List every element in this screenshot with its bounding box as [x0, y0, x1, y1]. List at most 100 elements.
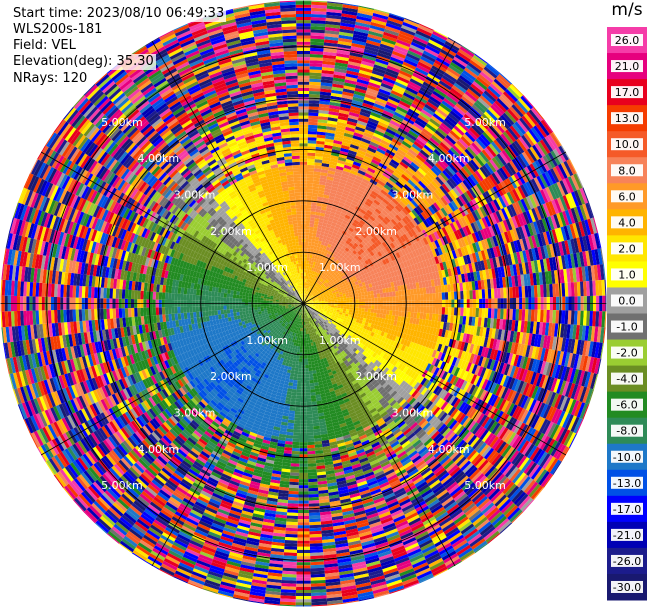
range-gate [379, 43, 394, 51]
range-gate [322, 60, 336, 66]
range-gate [330, 186, 338, 192]
range-gate [316, 230, 321, 235]
range-gate [315, 211, 321, 216]
range-gate [401, 306, 406, 312]
range-gate [309, 283, 312, 287]
range-gate [326, 236, 331, 241]
range-gate [310, 214, 316, 218]
range-gate [313, 227, 318, 231]
range-gate [329, 101, 341, 107]
range-gate [362, 135, 372, 142]
range-gate [303, 291, 305, 295]
range-gate [352, 161, 362, 167]
range-gate [305, 291, 307, 295]
range-gate [394, 81, 407, 90]
range-gate [373, 9, 390, 17]
range-gate [309, 81, 321, 86]
range-gate [392, 291, 396, 297]
range-gate [366, 87, 379, 95]
range-gate [326, 11, 342, 17]
range-gate [382, 172, 391, 180]
range-gate [311, 7, 327, 12]
range-gate [317, 193, 324, 198]
range-gate [406, 151, 416, 160]
range-gate [353, 219, 360, 225]
range-gate [371, 18, 387, 26]
range-gate [325, 182, 333, 187]
range-gate [319, 91, 332, 96]
range-gate [436, 108, 448, 118]
range-gate [367, 33, 383, 41]
range-gate [323, 42, 338, 47]
range-gate [313, 271, 317, 275]
range-gate [345, 76, 358, 82]
range-gate [310, 273, 313, 277]
range-gate [309, 270, 312, 274]
range-gate [395, 310, 399, 316]
range-gate [311, 196, 318, 200]
range-gate [318, 184, 326, 189]
range-gate [312, 180, 320, 185]
range-gate [304, 297, 306, 301]
range-gate [315, 208, 321, 213]
range-gate [335, 259, 340, 264]
range-gate [388, 161, 398, 169]
range-gate [353, 93, 365, 100]
range-gate [350, 105, 362, 112]
range-gate [309, 78, 322, 83]
range-gate [382, 109, 394, 118]
range-gate [408, 47, 423, 56]
range-gate [323, 232, 329, 237]
range-gate [317, 243, 321, 248]
range-gate [342, 91, 354, 97]
range-gate [443, 97, 456, 108]
range-gate [316, 262, 320, 267]
range-gate [392, 50, 407, 59]
range-gate [333, 177, 341, 183]
range-gate [407, 311, 411, 318]
range-gate [352, 197, 360, 204]
range-gate [338, 201, 345, 207]
range-gate [316, 140, 325, 145]
range-gate [434, 110, 447, 121]
range-gate [340, 22, 356, 28]
range-gate [358, 307, 362, 312]
range-gate [435, 307, 439, 315]
range-gate [325, 304, 329, 306]
range-gate [361, 295, 365, 299]
range-gate [304, 294, 306, 298]
range-gate [344, 214, 351, 220]
range-gate [312, 271, 315, 275]
range-gate [348, 192, 356, 198]
range-gate [411, 294, 415, 301]
range-gate [398, 306, 403, 312]
range-gate [313, 258, 317, 263]
range-gate [321, 67, 335, 72]
range-gate [349, 52, 364, 58]
range-gate [401, 311, 405, 317]
range-gate [331, 86, 344, 92]
range-gate [377, 297, 381, 302]
range-gate [402, 61, 417, 70]
range-gate [414, 306, 418, 313]
range-gate [352, 304, 356, 308]
range-gate [432, 132, 444, 142]
range-gate [379, 118, 390, 126]
range-gate [309, 267, 313, 271]
range-gate [338, 250, 343, 255]
range-gate [324, 213, 330, 218]
range-gate [375, 150, 385, 158]
range-gate [355, 224, 362, 231]
range-gate [390, 90, 403, 98]
range-gate [327, 117, 338, 122]
range-gate [381, 37, 397, 45]
range-gate [432, 306, 436, 314]
range-gate [383, 107, 395, 115]
range-gate [304, 251, 308, 255]
range-gate [342, 190, 350, 196]
range-gate [313, 224, 319, 228]
range-gate [314, 242, 318, 247]
range-gate [521, 309, 526, 321]
range-gate [307, 273, 310, 277]
range-gate [377, 52, 391, 60]
